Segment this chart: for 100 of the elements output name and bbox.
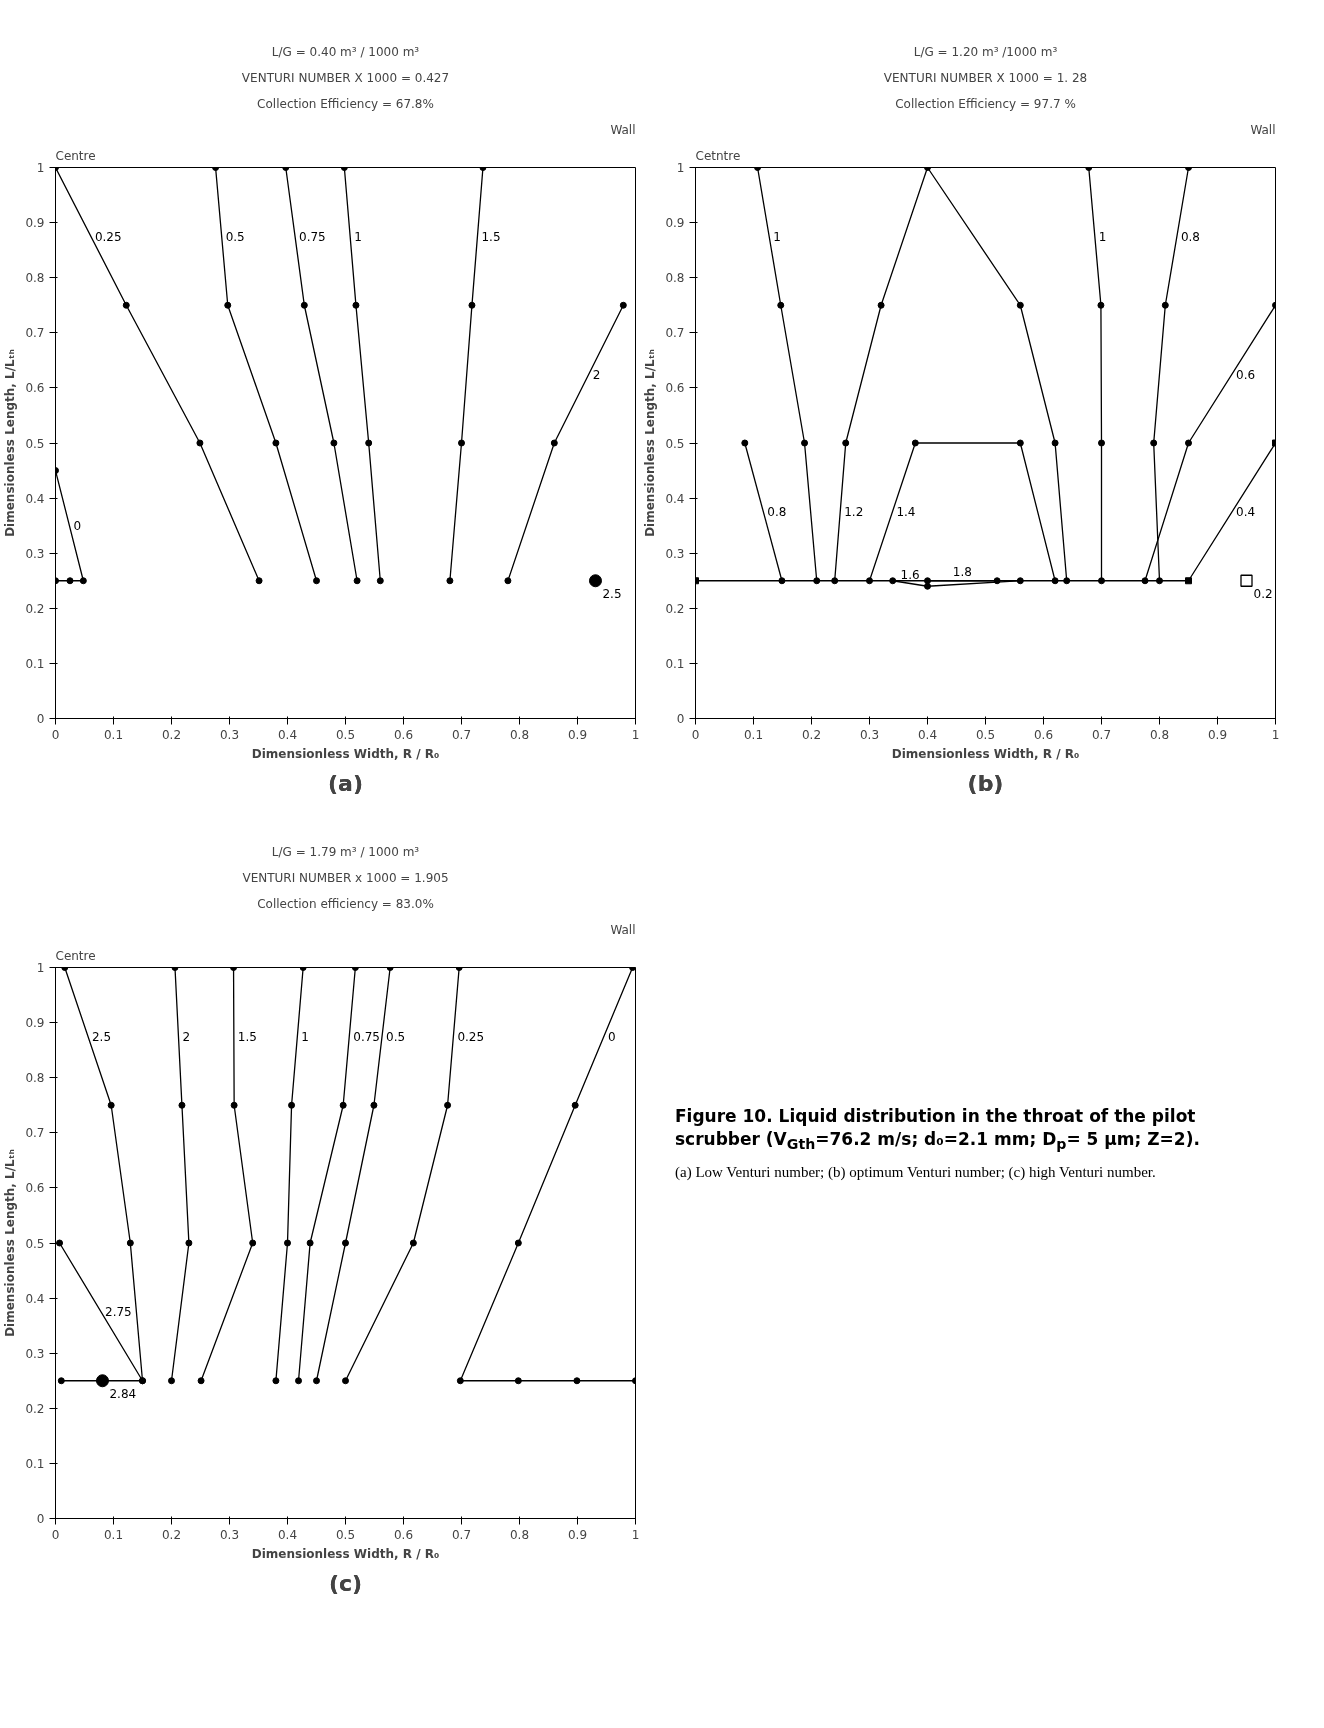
- y-tick-label: 0.3: [25, 1346, 45, 1361]
- x-tick-label: 0.8: [509, 1527, 530, 1542]
- y-tick-label: 0.4: [25, 491, 45, 506]
- series-label: 0.2: [1253, 587, 1273, 602]
- x-tick-label: 0.8: [1149, 727, 1170, 742]
- y-tick-label: 0: [676, 712, 685, 726]
- y-tick-label: 1: [676, 161, 685, 175]
- y-tick-label: 0.3: [25, 546, 45, 561]
- x-axis-title: Dimensionless Width, R / R₀: [891, 746, 1080, 761]
- text: L/G = 0.40 m³ / 1000 m³: [271, 44, 420, 59]
- series-label: 1.5: [481, 229, 501, 244]
- x-tick-label: 0.4: [277, 727, 298, 742]
- text: VENTURI NUMBER x 1000 = 1.905: [242, 870, 449, 885]
- series-label: 0.25: [94, 229, 122, 244]
- y-tick-label: 0.2: [25, 1401, 45, 1416]
- x-tick-label: 0.7: [451, 1527, 472, 1542]
- x-tick-label: 0.5: [335, 1527, 356, 1542]
- x-tick-label: 0.2: [161, 727, 182, 742]
- x-axis-title: Dimensionless Width, R / R₀: [251, 746, 440, 761]
- series-label: 1.8: [952, 565, 972, 580]
- series-label: 0.75: [299, 229, 326, 244]
- y-tick-label: 0.5: [25, 1236, 45, 1251]
- y-tick-label: 0.1: [665, 656, 685, 671]
- text: Wall: [610, 122, 636, 137]
- series-label: 1: [301, 1029, 309, 1044]
- x-tick-label: 0: [691, 727, 700, 742]
- x-tick-label: 0.6: [393, 727, 414, 742]
- x-tick-label: 0.9: [567, 727, 588, 742]
- x-tick-label: 0.2: [801, 727, 822, 742]
- text: L/G = 1.79 m³ / 1000 m³: [271, 844, 420, 859]
- series-label: 2: [182, 1029, 191, 1044]
- y-tick-label: 0.5: [665, 436, 685, 451]
- text: VENTURI NUMBER X 1000 = 0.427: [241, 70, 450, 85]
- series-label: 0.4: [1236, 505, 1256, 520]
- y-tick-label: 0.7: [665, 326, 685, 341]
- y-tick-label: 1: [36, 961, 45, 975]
- series-label: 0: [73, 519, 82, 534]
- x-tick-label: 0.9: [1207, 727, 1228, 742]
- x-tick-label: 0.5: [335, 727, 356, 742]
- x-tick-label: 0.3: [859, 727, 880, 742]
- x-tick-label: 0: [51, 1527, 60, 1542]
- y-axis-title: Dimensionless Length, L/Lₜₕ: [3, 349, 18, 537]
- y-tick-label: 0.7: [25, 326, 45, 341]
- x-tick-label: 0.9: [567, 1527, 588, 1542]
- text: Wall: [1250, 122, 1276, 137]
- text: Collection efficiency = 83.0%: [257, 896, 434, 911]
- text: Collection Efficiency = 97.7 %: [895, 96, 1076, 111]
- x-tick-label: 1: [1271, 727, 1280, 742]
- series-label: 0.6: [1236, 367, 1256, 382]
- series-label: 0: [607, 1029, 616, 1044]
- x-tick-label: 0.1: [103, 1527, 124, 1542]
- text: (a) Low Venturi number; (b) optimum Venturi number; (c) high Venturi number.: [675, 1163, 1157, 1183]
- y-tick-label: 0.7: [25, 1126, 45, 1141]
- x-tick-label: 0.3: [219, 1527, 240, 1542]
- series-label: 2.5: [91, 1029, 112, 1044]
- series-label: 2.84: [109, 1387, 137, 1402]
- text: Centre: [55, 148, 96, 163]
- y-tick-label: 0.1: [25, 656, 45, 671]
- series-label: 2: [592, 367, 601, 382]
- y-tick-label: 0: [36, 1512, 45, 1526]
- x-tick-label: 0.4: [917, 727, 938, 742]
- y-axis-title: Dimensionless Length, L/Lₜₕ: [643, 349, 658, 537]
- x-tick-label: 1: [631, 1527, 640, 1542]
- x-tick-label: 0.1: [743, 727, 764, 742]
- x-tick-label: 0.8: [509, 727, 530, 742]
- x-tick-label: 0.3: [219, 727, 240, 742]
- series-label: 0.5: [225, 229, 245, 244]
- text: VENTURI NUMBER X 1000 = 1. 28: [883, 70, 1088, 85]
- series-label: 0.8: [767, 505, 787, 520]
- x-tick-label: 0.6: [1033, 727, 1054, 742]
- y-tick-label: 0.8: [25, 271, 45, 286]
- y-tick-label: 0.4: [665, 491, 685, 506]
- y-tick-label: 0.8: [665, 271, 685, 286]
- text: Collection Efficiency = 67.8%: [257, 96, 434, 111]
- x-tick-label: 0.2: [161, 1527, 182, 1542]
- text: (a): [328, 770, 363, 796]
- text: L/G = 1.20 m³ /1000 m³: [913, 44, 1058, 59]
- y-tick-label: 0.5: [25, 436, 45, 451]
- y-tick-label: 0: [36, 712, 45, 726]
- y-tick-label: 0.2: [25, 601, 45, 616]
- x-axis-title: Dimensionless Width, R / R₀: [251, 1546, 440, 1561]
- series-label: 2.75: [105, 1305, 132, 1320]
- text: Wall: [610, 922, 636, 937]
- series-label: 0.5: [386, 1029, 406, 1044]
- x-tick-label: 1: [631, 727, 640, 742]
- text: Figure 10. Liquid distribution in the throat of the pilot scrubber (V$_{Gth}$=76.2 m/s; d₀=2.1 mm; D$_{p}$= 5 μm; Z=2).: [675, 1105, 1201, 1155]
- series-label: 1: [773, 229, 781, 244]
- y-tick-label: 0.8: [25, 1071, 45, 1086]
- x-tick-label: 0.6: [393, 1527, 414, 1542]
- series-label: 1: [1098, 229, 1107, 244]
- y-axis-title: Dimensionless Length, L/Lₜₕ: [3, 1149, 18, 1337]
- series-label: 1.2: [844, 505, 864, 520]
- series-label: 1: [354, 229, 362, 244]
- text: (c): [328, 1570, 363, 1596]
- series-label: 1.6: [900, 568, 920, 583]
- y-tick-label: 0.2: [665, 601, 685, 616]
- y-tick-label: 0.9: [25, 216, 45, 231]
- y-tick-label: 0.6: [25, 381, 45, 396]
- series-label: 0.8: [1180, 229, 1200, 244]
- y-tick-label: 0.6: [25, 1181, 45, 1196]
